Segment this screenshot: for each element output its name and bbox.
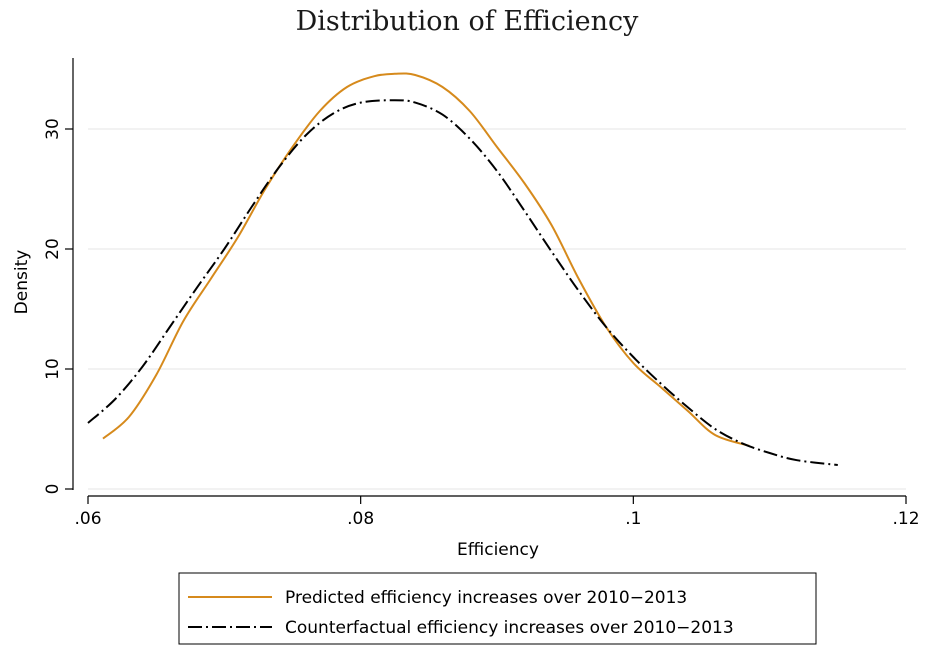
legend-entry: Counterfactual efficiency increases over… bbox=[188, 618, 734, 638]
y-tick-label: 0 bbox=[43, 484, 63, 495]
x-tick-label: .12 bbox=[892, 509, 919, 529]
series-line-predicted bbox=[102, 72, 750, 447]
chart-title: Distribution of Efficiency bbox=[296, 6, 640, 37]
series-line-counterfactual bbox=[87, 99, 838, 466]
legend-entry: Predicted efficiency increases over 2010… bbox=[188, 588, 687, 608]
y-tick-label: 10 bbox=[43, 358, 63, 380]
y-axis-ticks: 0 10 20 30 bbox=[43, 118, 73, 494]
x-tick-label: .1 bbox=[625, 509, 641, 529]
x-axis-label: Efficiency bbox=[457, 540, 539, 560]
axes bbox=[72, 58, 906, 497]
series-layer bbox=[87, 72, 838, 466]
y-tick-label: 20 bbox=[43, 238, 63, 260]
x-tick-label: .06 bbox=[74, 509, 101, 529]
y-tick-label: 30 bbox=[43, 118, 63, 140]
x-tick-label: .08 bbox=[347, 509, 374, 529]
legend-label: Counterfactual efficiency increases over… bbox=[285, 618, 734, 638]
y-axis-label: Density bbox=[12, 250, 32, 315]
x-axis-ticks: .06 .08 .1 .12 bbox=[74, 496, 920, 529]
legend-box bbox=[178, 572, 817, 645]
legend-label: Predicted efficiency increases over 2010… bbox=[285, 588, 687, 608]
legend: Predicted efficiency increases over 2010… bbox=[178, 572, 817, 645]
